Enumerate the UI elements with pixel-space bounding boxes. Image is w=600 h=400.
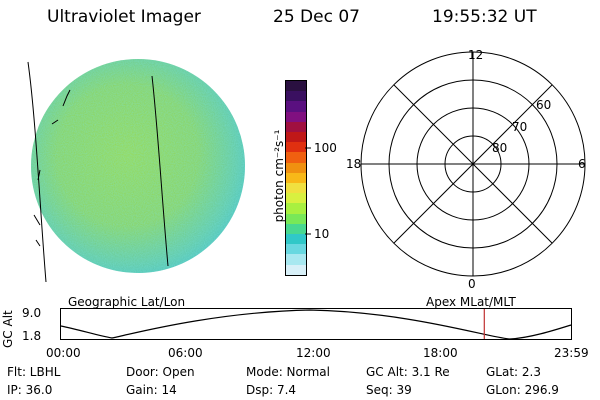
lat-label-60: 60 bbox=[536, 98, 552, 112]
orbit-plot bbox=[60, 308, 572, 340]
colorbar-band bbox=[286, 111, 306, 122]
alt-bottom-label: 1.8 bbox=[22, 329, 42, 343]
x-tick-1800: 18:00 bbox=[423, 346, 458, 360]
colorbar-band bbox=[286, 152, 306, 163]
alt-top-label: 9.0 bbox=[22, 306, 42, 320]
geographic-label: Geographic Lat/Lon bbox=[68, 295, 186, 309]
apex-label: Apex MLat/MLT bbox=[426, 295, 516, 309]
x-tick-2359: 23:59 bbox=[554, 346, 589, 360]
lat-label-70: 70 bbox=[512, 120, 528, 134]
longitude-line bbox=[151, 75, 169, 267]
colorbar-band bbox=[286, 132, 306, 143]
colorbar-units-label: photon cm⁻²s⁻¹ bbox=[272, 129, 286, 223]
colorbar-band bbox=[286, 172, 306, 184]
colorbar-band bbox=[286, 234, 306, 245]
polar-label-0: 0 bbox=[468, 277, 476, 291]
colorbar-band bbox=[286, 264, 306, 275]
x-tick-1200: 12:00 bbox=[296, 346, 331, 360]
colorbar-band bbox=[286, 81, 306, 92]
colorbar-band bbox=[286, 203, 306, 214]
colorbar bbox=[285, 80, 307, 276]
time-label: 19:55:32 UT bbox=[432, 7, 537, 27]
uv-image bbox=[27, 59, 245, 283]
instrument-title: Ultraviolet Imager bbox=[47, 7, 201, 27]
gc-alt-axis-title: GC Alt bbox=[1, 310, 15, 348]
colorbar-band bbox=[286, 121, 306, 133]
colorbar-tick-10: 10 bbox=[314, 227, 330, 241]
colorbar-ticks bbox=[305, 147, 311, 235]
longitude-line bbox=[27, 61, 47, 283]
colorbar-band bbox=[286, 223, 306, 235]
polar-label-6: 6 bbox=[578, 157, 586, 171]
colorbar-band bbox=[286, 91, 306, 102]
gc-alt-info: GC Alt: 3.1 Re bbox=[366, 365, 450, 379]
polar-grid bbox=[360, 51, 586, 277]
mode-info: Mode: Normal bbox=[246, 365, 330, 379]
colorbar-band bbox=[286, 254, 306, 265]
coastline bbox=[33, 89, 71, 247]
ip-info: IP: 36.0 bbox=[7, 383, 53, 397]
x-tick-0600: 06:00 bbox=[168, 346, 203, 360]
colorbar-band bbox=[286, 142, 306, 153]
colorbar-band bbox=[286, 213, 306, 224]
glon-info: GLon: 296.9 bbox=[486, 383, 559, 397]
polar-label-18: 18 bbox=[346, 157, 362, 171]
colorbar-band bbox=[286, 162, 306, 173]
date-label: 25 Dec 07 bbox=[273, 7, 360, 27]
colorbar-band bbox=[286, 101, 306, 112]
colorbar-tick-100: 100 bbox=[314, 141, 337, 155]
seq-info: Seq: 39 bbox=[366, 383, 412, 397]
lat-label-80: 80 bbox=[492, 141, 508, 155]
polar-label-12: 12 bbox=[468, 48, 484, 62]
glat-info: GLat: 2.3 bbox=[486, 365, 541, 379]
colorbar-band bbox=[286, 183, 306, 194]
x-tick-0000: 00:00 bbox=[46, 346, 81, 360]
altitude-curve bbox=[60, 309, 572, 340]
filter-info: Flt: LBHL bbox=[7, 365, 61, 379]
dsp-info: Dsp: 7.4 bbox=[246, 383, 297, 397]
gain-info: Gain: 14 bbox=[126, 383, 177, 397]
colorbar-band bbox=[286, 193, 306, 204]
colorbar-band bbox=[286, 244, 306, 255]
door-info: Door: Open bbox=[126, 365, 195, 379]
